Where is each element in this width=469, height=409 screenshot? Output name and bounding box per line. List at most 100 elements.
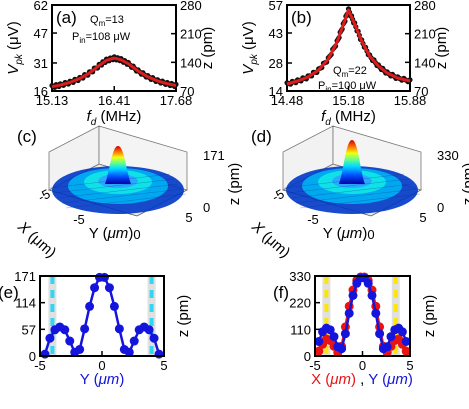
series-point-Y — [325, 325, 335, 335]
x-tick-label: -5 — [34, 358, 46, 373]
z-tick-label: 330 — [437, 148, 459, 163]
x-tick-label: 16.41 — [98, 93, 131, 108]
y-tick-label-left: 43 — [269, 26, 283, 41]
series-point-Y — [329, 332, 339, 342]
x-axis-label-e: Y (μm) — [80, 371, 125, 388]
series-point-Y — [314, 336, 324, 346]
y-tick-label-left: 28 — [269, 56, 283, 71]
series-point-Y — [397, 327, 407, 337]
series-point-Y — [367, 290, 377, 300]
x-tick-label: 0 — [98, 358, 105, 373]
series-point-Y — [104, 283, 114, 293]
fit-line — [51, 56, 177, 89]
z-tick-label: 0 — [203, 200, 210, 215]
series-point-Y — [340, 329, 350, 339]
y-axis-label-left: Vpk (μV) — [5, 21, 25, 74]
mesh-line — [65, 193, 187, 209]
series-point-Y — [65, 336, 75, 346]
mesh-line — [49, 173, 171, 189]
y-tick-label-left: 14 — [269, 84, 283, 99]
y-axis-label: z (pm) — [421, 295, 438, 338]
y-axis-label: Y (μm) — [323, 225, 368, 242]
mesh-line — [57, 183, 179, 199]
annotation-qm: Qm=22 — [333, 65, 367, 79]
y-tick-label: 0 — [133, 227, 140, 242]
marker-band — [147, 276, 156, 356]
z-axis-label: z (pm) — [460, 163, 469, 206]
y-tick-label: 330 — [289, 269, 311, 284]
y-tick-label: 0 — [367, 227, 374, 242]
surface-peak-c — [105, 146, 131, 184]
y-axis-label: Y (μm) — [89, 225, 134, 242]
plot-frame-e — [39, 275, 165, 357]
y-tick-label: 220 — [289, 296, 311, 311]
marker-band — [391, 276, 400, 356]
series-point-Y — [382, 342, 392, 352]
y-tick-label-right: 140 — [180, 55, 202, 70]
series-point-Y — [99, 272, 109, 282]
series-point-Y — [85, 301, 95, 311]
y-tick-label-left: 31 — [34, 56, 48, 71]
panel-label-b: (b) — [291, 8, 312, 27]
series-point-Y — [371, 308, 381, 318]
y-axis-label-right: z (pm) — [199, 27, 216, 70]
y-tick-label-right: 140 — [414, 55, 436, 70]
y-tick-label-right: 70 — [180, 84, 194, 99]
series-point-Y — [90, 283, 100, 293]
y-tick-label: 110 — [290, 322, 311, 337]
series-line-Y — [43, 276, 161, 355]
mesh-line — [61, 188, 183, 204]
y-tick-label: -5 — [73, 212, 85, 227]
series-point-Y — [80, 324, 90, 334]
y-tick-label-right: 210 — [414, 27, 436, 42]
series-point-Y — [375, 329, 385, 339]
z-axis-label: z (pm) — [226, 163, 243, 206]
marker-band — [48, 276, 57, 356]
y-tick-label: 57 — [22, 322, 36, 337]
x-tick-label: 17.68 — [160, 93, 193, 108]
series-point-Y — [75, 344, 85, 354]
y-tick-label-right: 280 — [180, 0, 202, 13]
series-point-Y — [386, 332, 396, 342]
x-axis-label: X (μm) — [14, 218, 60, 262]
x-axis-label: X (μm) — [248, 218, 294, 262]
series-point-Y — [109, 301, 119, 311]
series-point-Y — [129, 336, 139, 346]
fit-line — [286, 8, 411, 86]
panel-label-f: (f) — [273, 283, 289, 302]
x-tick-label: 14.48 — [271, 93, 304, 108]
y-tick-label: -5 — [307, 212, 319, 227]
x-tick-label: 5 — [160, 358, 167, 373]
series-point-Y — [149, 333, 159, 343]
y-tick-label: 171 — [14, 269, 36, 284]
mesh-line — [53, 178, 175, 194]
series-point-Y — [45, 333, 55, 343]
series-point-Y — [401, 336, 411, 346]
series-point-X — [401, 346, 411, 356]
series-point-Y — [363, 278, 373, 288]
y-axis-label-right: z (pm) — [433, 27, 450, 70]
x-tick-label: 0 — [359, 358, 366, 373]
series-point-Y — [344, 308, 354, 318]
y-tick-label: 0 — [304, 349, 311, 364]
x-axis-label-f: X (μm) , Y (μm) — [311, 371, 413, 388]
y-tick-label-right: 210 — [180, 27, 202, 42]
z-tick-label: 0 — [437, 200, 444, 215]
y-tick-label-left: 62 — [34, 0, 48, 13]
y-axis-label-left: Vpk (μV) — [240, 21, 260, 74]
panel-label-c: (c) — [17, 127, 37, 146]
x-tick-label: 15.88 — [394, 93, 427, 108]
y-tick-label: 5 — [419, 210, 426, 225]
panel-label-e: (e) — [0, 283, 19, 302]
marker-band — [322, 276, 331, 356]
x-tick-label: -5 — [309, 358, 321, 373]
series-point-Y — [337, 344, 347, 354]
mesh-line — [283, 173, 405, 189]
annotation-pin: Pin=100 μW — [318, 80, 377, 94]
series-point-Y — [348, 290, 358, 300]
series-point-X — [314, 346, 324, 356]
series-point-Y — [114, 324, 124, 334]
y-tick-label-right: 280 — [414, 0, 436, 13]
y-tick-label: 5 — [185, 210, 192, 225]
